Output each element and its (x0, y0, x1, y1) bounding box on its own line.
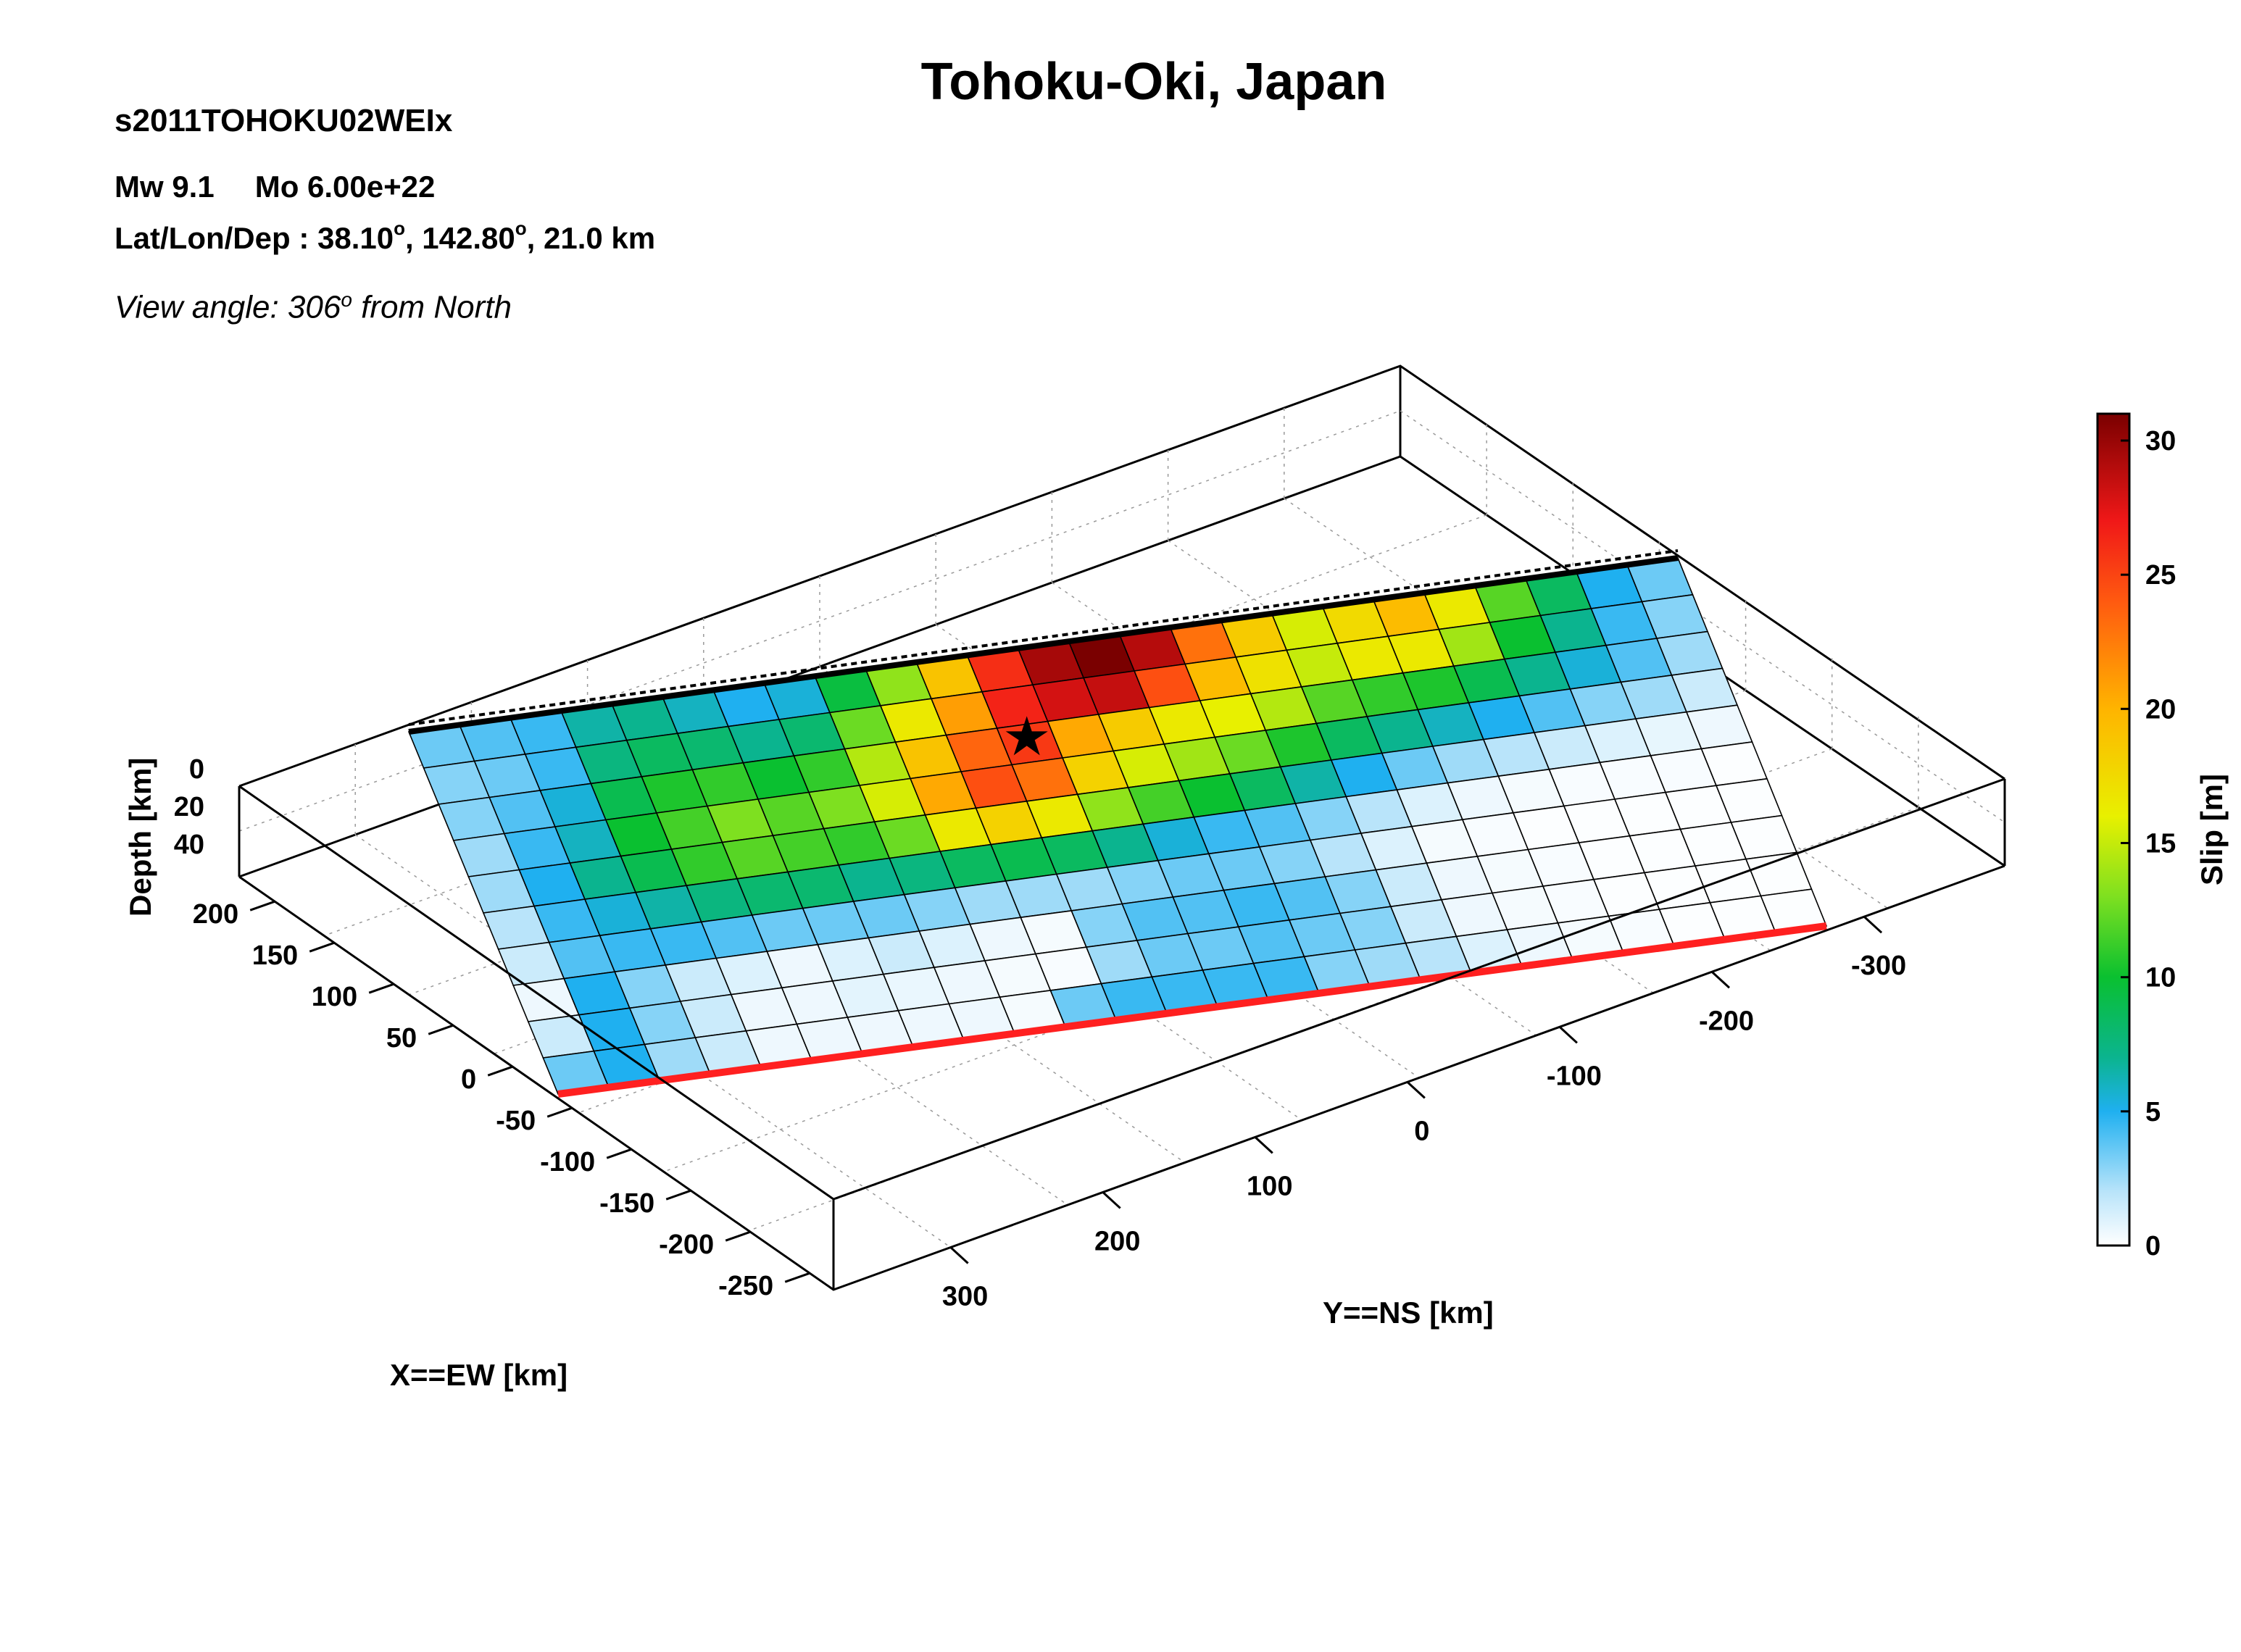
hypocenter-lat: Lat/Lon/Dep : 38.10 (115, 221, 394, 255)
hypocenter-depth: , 21.0 km (526, 221, 656, 255)
fault-top-edge (408, 555, 1679, 735)
degree-sign: o (341, 288, 352, 311)
view-angle: View angle: 306o from North (115, 288, 512, 326)
z-axis-label: Depth [km] (123, 758, 157, 917)
x-tick-label: 200 (193, 899, 238, 930)
y-tick-label: 200 (1094, 1226, 1140, 1256)
colorbar-label: Slip [m] (2195, 774, 2229, 885)
seismic-moment: Mo 6.00e+22 (254, 170, 436, 204)
x-tick (428, 1024, 454, 1035)
y-axis-label: Y==NS [km] (1323, 1296, 1494, 1330)
x-axis-label: X==EW [km] (390, 1358, 567, 1392)
x-tick (368, 983, 394, 994)
chart-title: Tohoku-Oki, Japan (920, 53, 1387, 111)
axis-tick-labels: 200150100500-50-100-150-200-250-300-200-… (174, 754, 1906, 1312)
x-tick-label: 0 (461, 1064, 476, 1095)
y-tick-label: 100 (1247, 1171, 1292, 1201)
x-tick (546, 1106, 573, 1118)
axes-box-front (238, 777, 2006, 1291)
fault-bottom-edge (557, 922, 1827, 1098)
view-angle-suffix: from North (352, 289, 512, 325)
y-tick-label: -200 (1699, 1006, 1754, 1036)
epicenter-star-icon (1005, 716, 1048, 756)
x-tick-label: 50 (386, 1023, 417, 1054)
degree-sign: o (515, 217, 527, 239)
x-tick (309, 941, 335, 953)
x-tick (249, 900, 275, 911)
degree-sign: o (394, 217, 405, 239)
x-tick-label: -200 (659, 1230, 714, 1260)
model-id: s2011TOHOKU02WEIx (115, 103, 453, 138)
colorbar (2096, 412, 2131, 1247)
x-tick (606, 1148, 632, 1159)
hypocenter-line: Lat/Lon/Dep : 38.10o, 142.80o, 21.0 km (115, 217, 656, 256)
x-tick-label: 100 (312, 982, 357, 1012)
x-tick (725, 1230, 751, 1242)
fault-top-edge-dashed (408, 549, 1679, 726)
axis-ticks (249, 900, 1883, 1283)
y-tick (1710, 971, 1731, 989)
x-tick-label: 150 (252, 940, 298, 971)
colorbar-tick-label: 20 (2145, 694, 2176, 725)
y-tick (949, 1246, 969, 1264)
y-tick-label: 0 (1414, 1116, 1429, 1146)
x-tick-label: -150 (599, 1188, 654, 1219)
colorbar-tick-label: 0 (2145, 1231, 2161, 1261)
colorbar-tick-label: 25 (2145, 560, 2176, 591)
hypocenter-lon: , 142.80 (404, 221, 515, 255)
y-tick-label: -300 (1851, 951, 1906, 981)
x-tick (665, 1189, 691, 1201)
magnitude-line: Mw 9.1 Mo 6.00e+22 (115, 170, 435, 204)
colorbar-tick-label: 30 (2145, 426, 2176, 456)
x-tick (784, 1272, 810, 1283)
y-tick (1102, 1191, 1121, 1209)
x-tick-label: -100 (540, 1147, 595, 1177)
y-tick-label: 300 (942, 1282, 988, 1312)
y-tick (1406, 1081, 1426, 1099)
grid-line (1400, 410, 2005, 823)
slip-patches (407, 557, 1828, 1095)
x-tick-label: -250 (718, 1271, 773, 1301)
z-tick-label: 20 (174, 792, 204, 822)
y-tick (1863, 916, 1883, 934)
grid-line (354, 834, 952, 1248)
x-tick-label: -50 (496, 1106, 536, 1136)
z-tick-label: 0 (189, 754, 204, 785)
colorbar-tick-label: 5 (2145, 1097, 2161, 1127)
y-tick (1254, 1136, 1273, 1154)
x-tick (487, 1065, 513, 1077)
y-tick (1558, 1026, 1578, 1044)
moment-magnitude: Mw 9.1 (115, 170, 215, 204)
view-angle-value: View angle: 306 (115, 289, 341, 325)
colorbar-tick-label: 10 (2145, 963, 2176, 993)
grid-line (238, 410, 1401, 832)
y-tick-label: -100 (1547, 1061, 1602, 1091)
colorbar-ticks: 0 5 10 15 20 25 30 (2121, 426, 2176, 1261)
z-tick-label: 40 (174, 830, 204, 860)
colorbar-tick-label: 15 (2145, 829, 2176, 859)
